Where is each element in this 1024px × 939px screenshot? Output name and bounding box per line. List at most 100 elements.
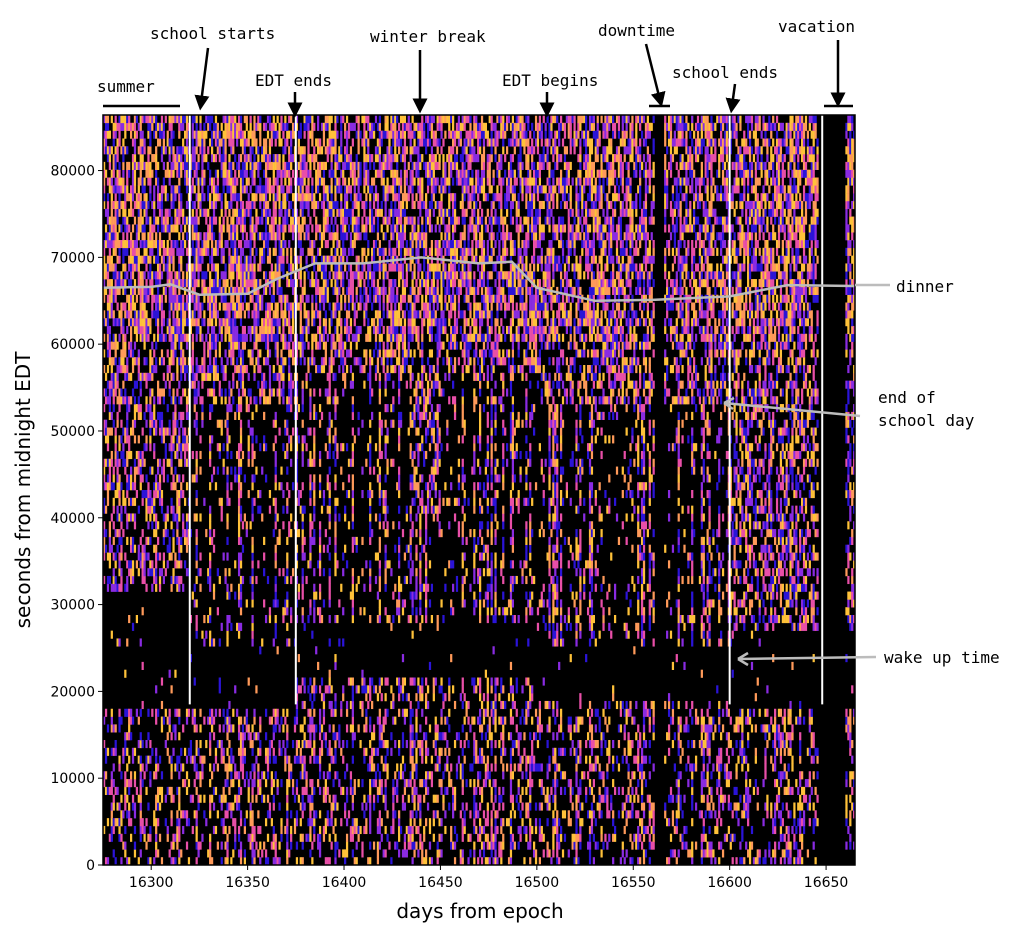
heatmap-cell — [203, 357, 206, 366]
heatmap-cell — [255, 161, 258, 170]
heatmap-cell — [124, 122, 127, 131]
heatmap-cell — [172, 325, 175, 335]
heatmap-cell — [156, 708, 160, 717]
heatmap-cell — [276, 388, 279, 397]
heatmap-cell — [303, 154, 306, 163]
heatmap-cell — [263, 286, 266, 295]
heatmap-cell — [342, 372, 345, 381]
heatmap-cell — [158, 411, 162, 420]
heatmap-cell — [191, 224, 194, 233]
heatmap-cell — [116, 365, 119, 374]
heatmap-cell — [255, 208, 258, 217]
heatmap-cell — [290, 263, 293, 272]
heatmap-cell — [334, 247, 337, 256]
heatmap-cell — [276, 599, 279, 608]
heatmap-cell — [264, 302, 268, 311]
heatmap-cell — [251, 435, 254, 444]
heatmap-cell — [141, 255, 144, 264]
heatmap-cell — [139, 802, 142, 811]
heatmap-cell — [286, 786, 289, 795]
heatmap-cell — [141, 146, 144, 155]
heatmap-cell — [222, 318, 225, 327]
heatmap-cell — [230, 169, 233, 178]
heatmap-cell — [334, 849, 337, 858]
heatmap-cell — [137, 349, 140, 358]
heatmap-cell — [295, 747, 299, 756]
heatmap-cell — [309, 427, 312, 436]
heatmap-cell — [264, 200, 268, 210]
heatmap-cell — [151, 560, 154, 569]
heatmap-cell — [201, 255, 204, 264]
heatmap-cell — [340, 224, 343, 233]
heatmap-cell — [332, 435, 335, 444]
heatmap-cell — [207, 240, 210, 249]
heatmap-cell — [116, 154, 119, 163]
heatmap-cell — [153, 810, 156, 819]
heatmap-cell — [264, 857, 268, 865]
heatmap-cell — [103, 138, 106, 147]
heatmap-cell — [122, 185, 125, 194]
heatmap-cell — [328, 740, 331, 749]
heatmap-cell — [330, 232, 333, 241]
heatmap-cell — [243, 474, 246, 483]
heatmap-cell — [131, 755, 135, 764]
heatmap-cell — [116, 474, 119, 483]
heatmap-cell — [103, 427, 106, 436]
heatmap-cell — [259, 193, 262, 202]
heatmap-cell — [156, 271, 160, 280]
heatmap-cell — [266, 310, 270, 319]
heatmap-cell — [224, 716, 227, 725]
heatmap-cell — [128, 208, 131, 217]
heatmap-cell — [174, 294, 177, 303]
heatmap-cell — [278, 216, 281, 225]
heatmap-cell — [189, 216, 192, 225]
heatmap-cell — [114, 560, 117, 569]
heatmap-cell — [303, 700, 306, 710]
heatmap-cell — [129, 708, 133, 717]
heatmap-cell — [149, 177, 152, 186]
heatmap-cell — [106, 255, 110, 264]
heatmap-cell — [239, 177, 243, 186]
heatmap-cell — [209, 138, 212, 147]
heatmap-cell — [282, 333, 285, 342]
heatmap-cell — [313, 279, 316, 288]
heatmap-cell — [226, 857, 229, 865]
heatmap-cell — [108, 333, 112, 342]
heatmap-cell — [149, 318, 152, 327]
heatmap-cell — [135, 404, 139, 413]
heatmap-cell — [313, 200, 316, 210]
heatmap-cell — [201, 763, 204, 772]
heatmap-cell — [197, 794, 200, 803]
heatmap-cell — [291, 216, 295, 225]
heatmap-cell — [259, 505, 262, 514]
heatmap-cell — [214, 786, 218, 795]
heatmap-cell — [193, 583, 196, 592]
heatmap-cell — [183, 529, 187, 538]
heatmap-cell — [195, 771, 198, 780]
heatmap-cell — [278, 482, 281, 491]
heatmap-cell — [286, 130, 289, 139]
heatmap-cell — [241, 544, 245, 553]
heatmap-cell — [195, 747, 198, 756]
heatmap-cell — [176, 497, 179, 506]
heatmap-cell — [118, 247, 121, 256]
heatmap-cell — [301, 529, 304, 538]
heatmap-cell — [106, 325, 110, 335]
heatmap-cell — [288, 177, 291, 186]
heatmap-cell — [234, 130, 237, 139]
heatmap-cell — [226, 185, 229, 194]
heatmap-cell — [145, 536, 148, 545]
heatmap-cell — [199, 740, 202, 749]
heatmap-cell — [156, 552, 160, 561]
heatmap-cell — [274, 318, 277, 327]
heatmap-cell — [286, 193, 289, 202]
heatmap-cell — [334, 341, 337, 350]
heatmap-cell — [241, 130, 245, 139]
heatmap-cell — [278, 122, 281, 131]
heatmap-cell — [141, 560, 144, 569]
heatmap-cell — [214, 130, 218, 139]
heatmap-cell — [210, 263, 214, 272]
heatmap-cell — [274, 216, 277, 225]
heatmap-cell — [212, 263, 216, 272]
heatmap-cell — [253, 497, 256, 506]
